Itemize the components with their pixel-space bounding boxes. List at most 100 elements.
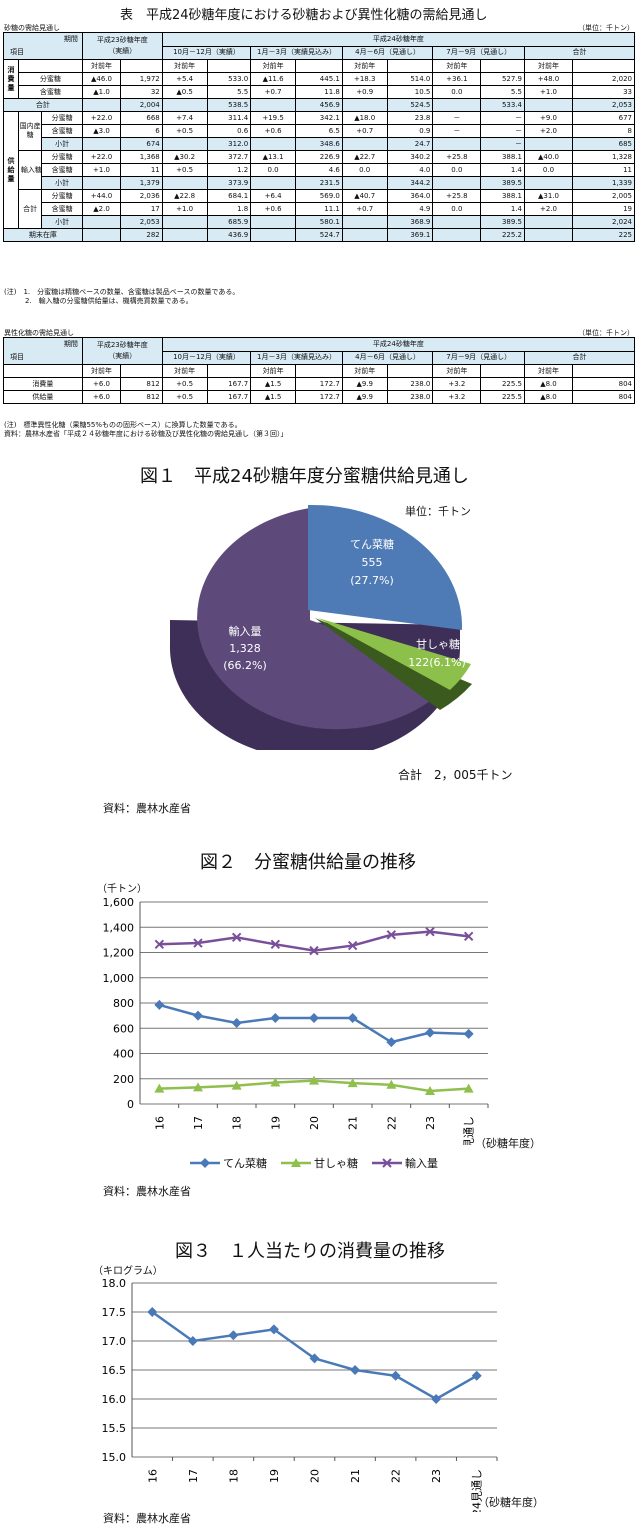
table-cell: 389.5 (480, 176, 526, 190)
x-tick-label: 21 (347, 1116, 360, 1130)
table-row: 合計 分蜜糖 +44.0 2,036 ▲22.8 684.1 +6.4 569.0 ▲40.… (4, 189, 636, 229)
legend-marker (382, 1158, 392, 1168)
table-cell: 8 (571, 124, 636, 138)
table-cell: 348.6 (294, 137, 343, 151)
data-point (154, 939, 165, 950)
data-point (386, 1037, 397, 1048)
table-cell (432, 228, 482, 242)
y-tick-label: 1,400 (103, 921, 135, 934)
table-row: 合計 2,004 538.5 456.9 524.5 533.4 2,053 (3, 98, 636, 112)
table-cell: 533.4 (480, 98, 526, 112)
table-cell: +36.1 (432, 72, 482, 86)
table-cell (81, 98, 122, 112)
table-cell: － (480, 111, 526, 125)
table-cell: 2,024 (571, 215, 636, 229)
table-cell: ▲18.0 (341, 111, 388, 125)
table1-unit: （単位：千トン） (578, 24, 634, 32)
table-cell: +48.0 (524, 72, 573, 86)
data-point (193, 938, 203, 948)
fig3-y-unit: （キログラム） (93, 1266, 163, 1277)
table-cell: 1.4 (480, 163, 526, 177)
table-cell: 685.9 (206, 215, 252, 229)
table-cell: ▲11.6 (250, 72, 296, 86)
y-tick-label: 16.0 (102, 1393, 127, 1406)
label-tensai-pct: (27.7%) (350, 574, 394, 587)
table-cell: 0.6 (206, 124, 252, 138)
table-cell: 312.0 (206, 137, 252, 151)
table-cell: 804 (571, 377, 636, 391)
table-cell: ▲46.0 (81, 72, 122, 86)
table-cell: 6.5 (294, 124, 343, 138)
q1-header: 10月－12月（実績） (161, 45, 252, 60)
table-cell: +1.0 (524, 85, 573, 99)
table-cell (432, 137, 482, 151)
table-cell: 812 (120, 390, 163, 404)
table-cell: +1.0 (161, 202, 208, 216)
table-cell: 225.5 (480, 377, 526, 391)
t2-prev-year-header: 平成23砂糖年度 （実績） (81, 337, 163, 365)
table-cell: 674 (120, 137, 163, 151)
table-cell: 373.9 (206, 176, 252, 190)
data-point (147, 1307, 158, 1317)
legend-marker (200, 1158, 210, 1168)
table-cell: ▲8.0 (524, 377, 573, 391)
table-cell: +7.4 (161, 111, 208, 125)
table-cell: 456.9 (294, 98, 343, 112)
table-cell: +5.4 (161, 72, 208, 86)
table-cell: 4.0 (386, 163, 434, 177)
item-label: 項目 (10, 48, 24, 56)
table-cell (524, 228, 573, 242)
table-cell: 342.1 (294, 111, 343, 125)
table-cell: 231.5 (294, 176, 343, 190)
data-point (309, 1013, 319, 1024)
legend-label: 甘しゃ糖 (314, 1157, 358, 1170)
table-cell: +0.7 (341, 202, 388, 216)
q3-header: 4月－6月（見通し） (341, 45, 434, 60)
table-row: 供給量 国内産糖 分蜜糖 +22.0 668 +7.4 311.4 +19.5 342.1… (3, 111, 636, 229)
x-tick-label: 21 (349, 1469, 362, 1483)
table-cell: 282 (120, 228, 163, 242)
legend-marker (291, 1158, 301, 1167)
t2-corner-cell: 期間 項目 (3, 337, 83, 365)
table-cell: 1.4 (480, 202, 526, 216)
table-cell: ▲40.7 (341, 189, 388, 203)
fig3-x-unit: （砂糖年度） (478, 1496, 544, 1509)
total-header: 合計 (524, 45, 635, 60)
cur-year-header: 平成24砂糖年度 (161, 32, 636, 47)
table-cell: 668 (120, 111, 163, 125)
prev-year-header: 平成23砂糖年度 （実績） (81, 32, 163, 60)
data-point (309, 1075, 319, 1085)
table-cell: ▲22.7 (341, 150, 388, 164)
data-point (425, 1027, 435, 1038)
x-tick-label: 17 (187, 1469, 200, 1483)
table-cell: +25.8 (432, 150, 482, 164)
table-cell (432, 176, 482, 190)
x-tick-label: 16 (146, 1469, 159, 1483)
table-cell: 2,036 (120, 189, 163, 203)
y-tick-label: 15.0 (102, 1451, 127, 1464)
table-cell: 238.0 (386, 390, 434, 404)
fig3-source: 資料：農林水産省 (103, 1512, 191, 1525)
table-cell: 1.8 (206, 202, 252, 216)
data-point (231, 1017, 242, 1028)
table-cell: 10.5 (386, 85, 434, 99)
fig1-title: 図１ 平成24砂糖年度分蜜糖供給見通し (140, 466, 469, 487)
table-cell: － (432, 111, 482, 125)
table-cell (341, 137, 388, 151)
x-tick-label: 24見通し (471, 1469, 484, 1512)
table-cell: ▲1.5 (250, 390, 296, 404)
table-cell: 5.5 (206, 85, 252, 99)
table2-caption: 異性化糖の需給見通し (4, 329, 74, 337)
table-cell: 527.9 (480, 72, 526, 86)
table-row: 輸入糖 分蜜糖 +22.0 1,368 ▲30.2 372.7 ▲13.1 226.9 ▲2… (4, 150, 636, 190)
y-tick-label: 0 (127, 1098, 134, 1111)
table-cell: +3.2 (432, 377, 482, 391)
table-cell: 11 (120, 163, 163, 177)
table-cell: 172.7 (294, 390, 343, 404)
data-point (463, 1083, 474, 1093)
x-tick-label: 20 (308, 1116, 321, 1130)
x-tick-label: 20 (309, 1469, 322, 1483)
table-cell: 538.5 (206, 98, 252, 112)
table-cell: 812 (120, 377, 163, 391)
table-cell: +0.5 (161, 377, 208, 391)
